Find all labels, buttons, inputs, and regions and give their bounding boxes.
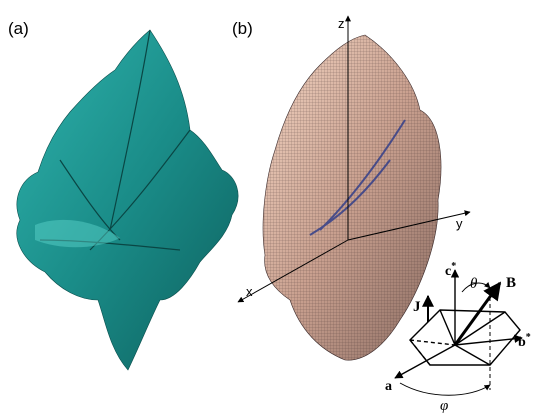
- panel-label: (b): [232, 19, 253, 38]
- b-sup: *: [526, 332, 531, 343]
- inset-label: b*: [518, 332, 531, 350]
- phi-arc: [400, 383, 490, 395]
- page: (a) (b) z y x c* θ B J b* a φ (() => { c…: [0, 0, 536, 414]
- inset-label: B: [506, 275, 516, 291]
- surface-a: [17, 30, 238, 370]
- inset-label: θ: [470, 276, 478, 292]
- figure: (a) (b) z y x c* θ B J b* a φ: [0, 0, 536, 414]
- axis-label: z: [338, 16, 345, 31]
- inset-label: a: [385, 379, 392, 394]
- crystal: [410, 310, 520, 365]
- inset-label: φ: [440, 398, 448, 414]
- c-sup: *: [451, 261, 456, 272]
- inset-label: J: [413, 299, 421, 315]
- axis-label: x: [246, 284, 253, 299]
- b-label: b: [518, 335, 526, 350]
- panel-label: (a): [8, 19, 29, 38]
- axis-label: y: [456, 216, 463, 231]
